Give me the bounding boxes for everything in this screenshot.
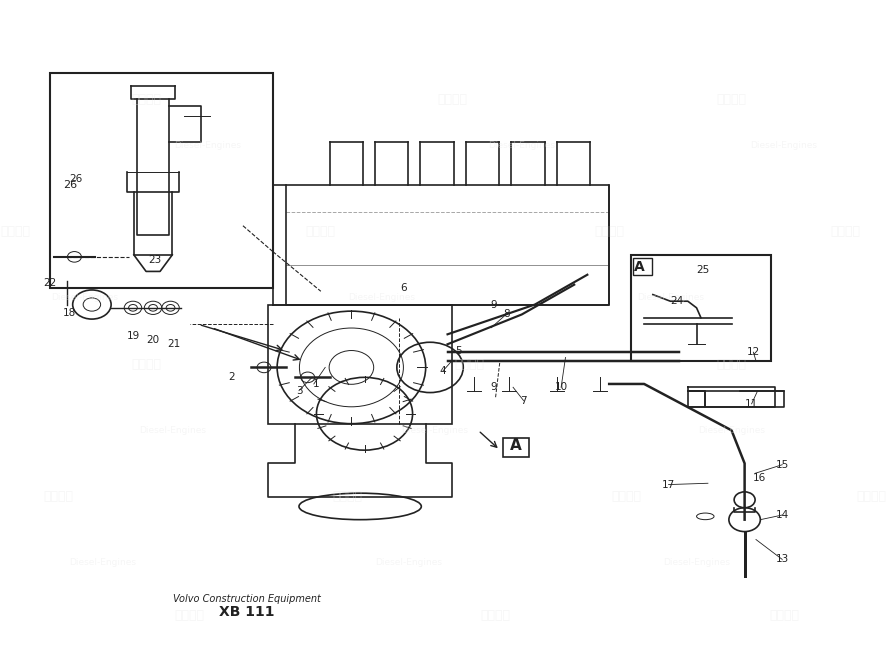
Text: 24: 24 <box>671 295 684 306</box>
Text: 紫发动力: 紫发动力 <box>595 225 624 238</box>
Text: A: A <box>635 260 645 274</box>
Text: 15: 15 <box>775 459 789 470</box>
Text: 13: 13 <box>775 554 789 565</box>
Text: Diesel-Engines: Diesel-Engines <box>174 141 240 150</box>
Text: 21: 21 <box>167 339 181 350</box>
Text: Diesel-Engines: Diesel-Engines <box>375 558 441 567</box>
Text: Diesel-Engines: Diesel-Engines <box>637 293 704 303</box>
Text: 3: 3 <box>295 385 303 396</box>
Text: 紫发动力: 紫发动力 <box>481 609 511 622</box>
Text: 2: 2 <box>229 372 235 383</box>
Text: 紫发动力: 紫发动力 <box>455 357 484 371</box>
Text: 紫发动力: 紫发动力 <box>716 93 747 106</box>
Text: Diesel-Engines: Diesel-Engines <box>139 426 206 435</box>
Bar <box>631 255 771 361</box>
Text: Diesel-Engines: Diesel-Engines <box>663 558 730 567</box>
Text: 紫发动力: 紫发动力 <box>332 490 362 503</box>
Text: 14: 14 <box>775 510 789 520</box>
Text: Diesel-Engines: Diesel-Engines <box>489 141 555 150</box>
Text: 紫发动力: 紫发动力 <box>716 357 747 371</box>
Text: 20: 20 <box>147 334 159 345</box>
Text: 紫发动力: 紫发动力 <box>0 225 30 238</box>
Text: Diesel-Engines: Diesel-Engines <box>52 293 118 303</box>
Text: 1: 1 <box>313 379 320 389</box>
Text: 6: 6 <box>400 283 407 293</box>
Text: 4: 4 <box>440 365 447 376</box>
Text: 16: 16 <box>753 473 766 483</box>
Text: 23: 23 <box>148 254 161 265</box>
Text: 紫发动力: 紫发动力 <box>174 609 205 622</box>
Text: 19: 19 <box>126 330 140 341</box>
Text: 7: 7 <box>521 395 527 406</box>
Text: 紫发动力: 紫发动力 <box>306 225 336 238</box>
Bar <box>50 73 272 288</box>
Bar <box>503 438 529 457</box>
Text: 紫发动力: 紫发动力 <box>131 357 161 371</box>
Text: A: A <box>510 438 522 453</box>
Text: 9: 9 <box>490 382 498 393</box>
Text: Diesel-Engines: Diesel-Engines <box>69 558 136 567</box>
Text: 22: 22 <box>44 278 57 289</box>
Text: Diesel-Engines: Diesel-Engines <box>750 141 817 150</box>
Bar <box>633 258 652 275</box>
Text: 紫发动力: 紫发动力 <box>769 609 799 622</box>
Text: 5: 5 <box>456 346 462 356</box>
Text: XB 111: XB 111 <box>219 605 274 620</box>
Text: 11: 11 <box>745 399 758 409</box>
Text: Diesel-Engines: Diesel-Engines <box>349 293 416 303</box>
Text: 紫发动力: 紫发动力 <box>611 490 642 503</box>
Text: 紫发动力: 紫发动力 <box>131 93 161 106</box>
Text: 10: 10 <box>554 382 568 393</box>
Text: 8: 8 <box>504 309 510 320</box>
Text: 紫发动力: 紫发动力 <box>44 490 74 503</box>
Text: 25: 25 <box>696 265 709 275</box>
Text: 17: 17 <box>662 479 676 490</box>
Text: 紫发动力: 紫发动力 <box>830 225 860 238</box>
Text: Diesel-Engines: Diesel-Engines <box>400 426 468 435</box>
Text: 紫发动力: 紫发动力 <box>856 490 886 503</box>
Text: 26: 26 <box>63 180 77 191</box>
Text: 18: 18 <box>62 308 76 318</box>
Text: Diesel-Engines: Diesel-Engines <box>698 426 765 435</box>
Text: Volvo Construction Equipment: Volvo Construction Equipment <box>173 594 320 604</box>
Text: 26: 26 <box>69 173 83 184</box>
Text: 12: 12 <box>747 347 760 357</box>
Text: 9: 9 <box>490 299 498 310</box>
Text: 紫发动力: 紫发动力 <box>437 93 467 106</box>
